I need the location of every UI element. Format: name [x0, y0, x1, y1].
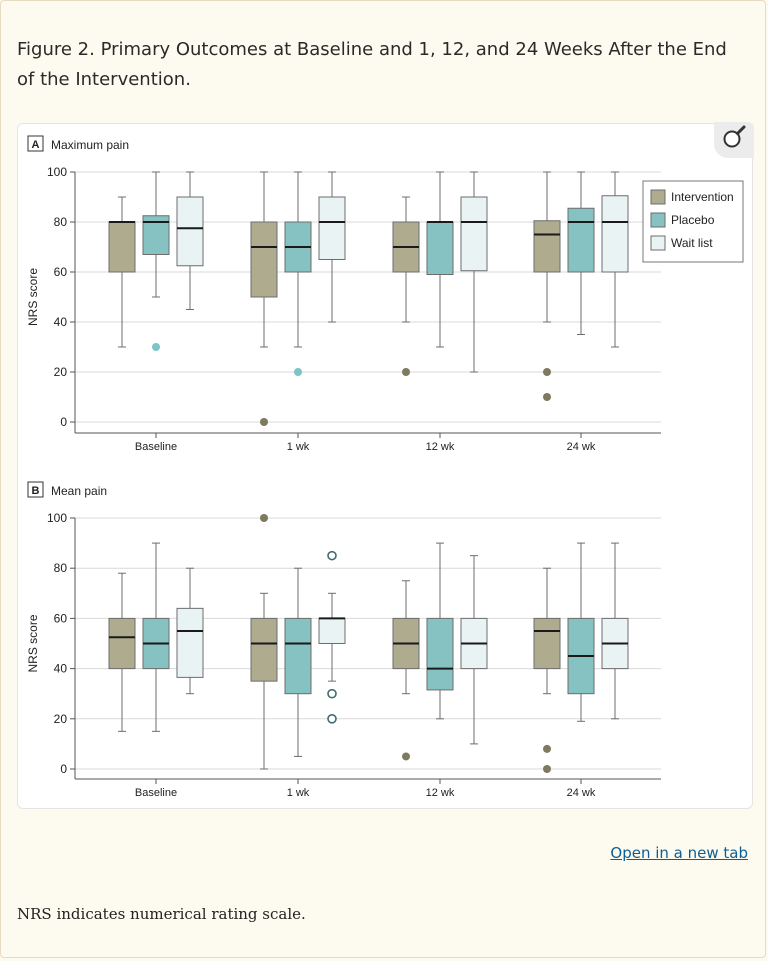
outlier-point [327, 713, 337, 724]
outlier-point [543, 765, 551, 773]
panel-letter-box [27, 481, 44, 498]
legend-label: Placebo [671, 213, 715, 227]
legend: Intervention Placebo Wait list [642, 180, 744, 263]
box-iqr [460, 196, 488, 272]
box-placebo-2 [426, 171, 454, 348]
box-intervention-0 [108, 196, 136, 348]
open-in-new-tab-link[interactable]: Open in a new tab [610, 844, 748, 862]
box-iqr [108, 617, 136, 670]
box-waitlist-0 [176, 567, 204, 695]
outlier-point [402, 752, 410, 761]
y-tick-label: 20 [54, 365, 68, 379]
panel-title: Maximum pain [51, 138, 129, 152]
box-placebo-1 [284, 171, 312, 376]
outlier-point [260, 514, 268, 522]
outlier-point [294, 368, 302, 376]
box-intervention-2 [392, 580, 420, 761]
x-tick-label: 1 wk [287, 441, 310, 453]
y-axis-label: NRS score [26, 614, 40, 672]
box-iqr [601, 195, 629, 273]
x-tick-label: Baseline [135, 441, 177, 453]
outlier-point [543, 744, 551, 753]
y-tick-label: 80 [54, 215, 68, 229]
legend-label: Intervention [671, 190, 734, 204]
box-placebo-0 [142, 171, 170, 351]
box-iqr [250, 221, 278, 298]
outlier-point [402, 368, 410, 376]
zoom-button[interactable] [714, 122, 754, 158]
outlier-point [543, 368, 551, 376]
panel-title: Mean pain [51, 484, 107, 498]
x-tick-label: 12 wk [426, 787, 455, 799]
box-iqr [533, 617, 561, 670]
box-iqr [318, 617, 346, 645]
box-waitlist-2 [460, 171, 488, 373]
outlier-point [260, 418, 268, 426]
panel-letter-box [27, 135, 44, 152]
y-tick-label: 100 [47, 165, 67, 179]
box-intervention-0 [108, 572, 136, 732]
box-waitlist-2 [460, 555, 488, 745]
x-tick-label: 24 wk [567, 441, 596, 453]
box-placebo-1 [284, 567, 312, 757]
box-intervention-1 [250, 171, 278, 426]
box-waitlist-3 [601, 542, 629, 720]
box-iqr [318, 196, 346, 260]
y-axis-label: NRS score [26, 268, 40, 326]
box-iqr [426, 221, 454, 275]
box-iqr [250, 617, 278, 682]
outlier-point [327, 550, 337, 561]
y-tick-label: 40 [54, 315, 68, 329]
box-intervention-2 [392, 196, 420, 376]
box-waitlist-3 [601, 171, 629, 348]
legend-swatch [650, 189, 666, 205]
box-iqr [176, 607, 204, 678]
box-intervention-3 [533, 171, 561, 401]
panel-a: A Maximum pain 0 20 40 60 80 100 NRS score Baseli… [26, 135, 744, 453]
box-placebo-3 [567, 542, 595, 722]
box-iqr [567, 207, 595, 273]
box-placebo-0 [142, 542, 170, 732]
y-tick-label: 20 [54, 712, 68, 726]
box-waitlist-1 [318, 171, 346, 323]
box-intervention-3 [533, 567, 561, 773]
legend-swatch [650, 235, 666, 251]
box-iqr [426, 617, 454, 691]
x-tick-label: 1 wk [287, 787, 310, 799]
outlier-point [152, 343, 160, 351]
y-tick-label: 100 [47, 511, 67, 525]
y-tick-label: 80 [54, 561, 68, 575]
panel-letter: A [32, 139, 40, 151]
figure-caption: Figure 2. Primary Outcomes at Baseline a… [17, 39, 727, 90]
x-tick-label: 24 wk [567, 787, 596, 799]
box-placebo-2 [426, 542, 454, 720]
box-iqr [284, 617, 312, 695]
box-waitlist-1 [318, 550, 346, 724]
magnifier-icon [723, 125, 746, 148]
y-tick-label: 0 [60, 762, 67, 776]
box-iqr [176, 196, 204, 267]
y-tick-label: 40 [54, 662, 68, 676]
footnote: NRS indicates numerical rating scale. [17, 905, 306, 923]
legend-label: Wait list [671, 236, 713, 250]
panel-letter: B [32, 485, 40, 497]
box-iqr [108, 221, 136, 273]
y-tick-label: 60 [54, 265, 68, 279]
outlier-point [543, 393, 551, 401]
legend-swatch [650, 212, 666, 228]
outlier-point [327, 688, 337, 699]
box-intervention-1 [250, 514, 278, 770]
x-tick-label: Baseline [135, 787, 177, 799]
panel-b: B Mean pain 0 20 40 60 80 100 NRS score Baseline 1… [26, 481, 661, 799]
box-iqr [533, 220, 561, 273]
box-waitlist-0 [176, 171, 204, 310]
box-placebo-3 [567, 171, 595, 335]
x-tick-label: 12 wk [426, 441, 455, 453]
y-tick-label: 60 [54, 611, 68, 625]
y-tick-label: 0 [60, 415, 67, 429]
figure-image[interactable] [17, 123, 753, 809]
